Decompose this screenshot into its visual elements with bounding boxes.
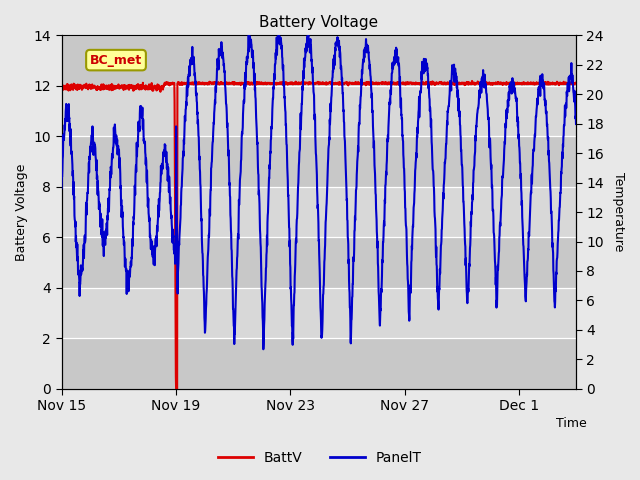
Text: BC_met: BC_met (90, 54, 142, 67)
Bar (61, 136, 576, 187)
Legend: BattV, PanelT: BattV, PanelT (212, 445, 428, 471)
Bar (61, 288, 576, 338)
X-axis label: Time: Time (556, 417, 586, 430)
Bar (61, 237, 576, 288)
Y-axis label: Battery Voltage: Battery Voltage (15, 163, 28, 261)
Y-axis label: Temperature: Temperature (612, 172, 625, 252)
Bar (61, 86, 576, 136)
Title: Battery Voltage: Battery Voltage (259, 15, 378, 30)
Bar (61, 187, 576, 237)
Bar (61, 36, 576, 86)
Bar (61, 338, 576, 389)
